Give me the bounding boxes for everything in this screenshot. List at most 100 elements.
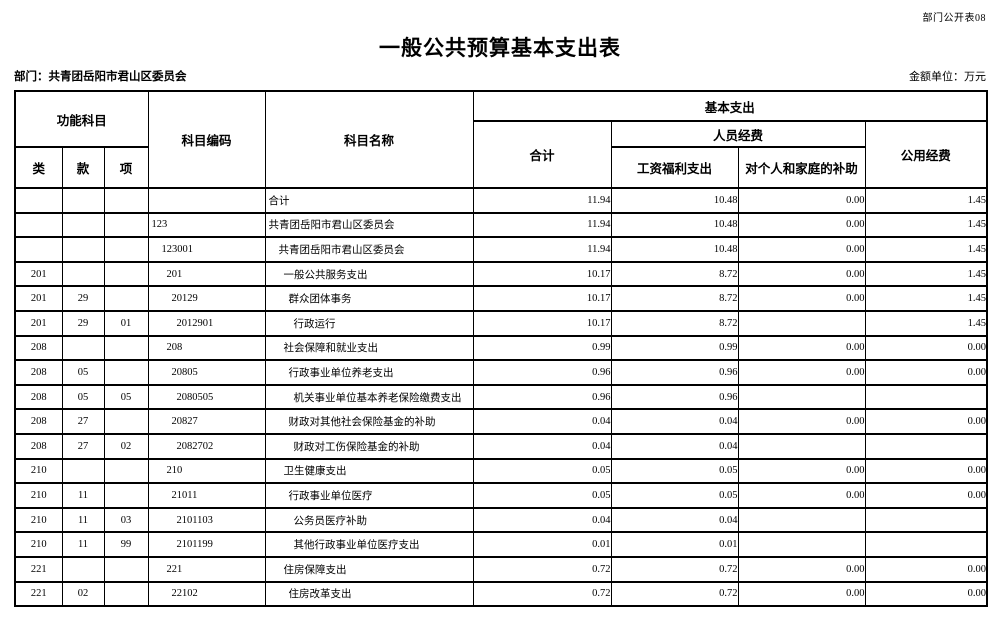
cell-class: 210 [14,531,63,558]
cell-section: 11 [61,482,105,509]
header-functional-subject: 功能科目 [14,90,149,148]
cell-salary: 0.05 [610,457,739,485]
cell-item: 02 [103,432,149,460]
cell-public-expense: 0.00 [864,408,988,435]
cell-code: 210 [147,457,266,485]
cell-name: 一般公共服务支出 [264,260,474,288]
cell-total: 10.17 [472,285,612,312]
table-row: 208 27 20827 财政对其他社会保险基金的补助 0.04 0.04 0.00 0.00 [14,408,988,435]
cell-class: 201 [14,309,63,337]
cell-public-expense: 1.45 [864,260,988,288]
cell-code: 2101103 [147,506,266,534]
table-row: 208 05 05 2080505 机关事业单位基本养老保险缴费支出 0.96 0.96 [14,383,988,411]
cell-section: 27 [61,432,105,460]
cell-class [14,211,63,239]
cell-name: 卫生健康支出 [264,457,474,485]
cell-item [103,187,149,214]
cell-class: 208 [14,432,63,460]
cell-public-expense: 1.45 [864,236,988,263]
cell-public-expense: 0.00 [864,555,988,583]
cell-public-expense: 0.00 [864,334,988,362]
cell-item [103,457,149,485]
cell-section: 05 [61,383,105,411]
table-header: 功能科目 科目编码 科目名称 基本支出 合计 人员经费 公用经费 类 款 项 工… [14,90,988,189]
cell-class: 210 [14,482,63,509]
cell-total: 10.17 [472,260,612,288]
cell-family-subsidy [737,383,866,411]
cell-family-subsidy [737,432,866,460]
table-row: 123001 共青团岳阳市君山区委员会 11.94 10.48 0.00 1.45 [14,236,988,263]
cell-item [103,211,149,239]
cell-class: 221 [14,580,63,608]
cell-class: 208 [14,383,63,411]
table-body: 合计 11.94 10.48 0.00 1.45 123 共青团岳阳市君山区委员会 11.94… [14,187,988,608]
cell-item [103,482,149,509]
header-family-subsidy: 对个人和家庭的补助 [737,146,866,189]
table-row: 201 201 一般公共服务支出 10.17 8.72 0.00 1.45 [14,260,988,288]
cell-class: 210 [14,457,63,485]
cell-code: 20827 [147,408,266,435]
cell-item: 01 [103,309,149,337]
cell-code: 20805 [147,359,266,386]
cell-family-subsidy [737,531,866,558]
cell-class: 208 [14,334,63,362]
cell-public-expense: 1.45 [864,211,988,239]
cell-family-subsidy: 0.00 [737,236,866,263]
table-row: 201 29 20129 群众团体事务 10.17 8.72 0.00 1.45 [14,285,988,312]
cell-name: 机关事业单位基本养老保险缴费支出 [264,383,474,411]
cell-item [103,408,149,435]
cell-section [61,334,105,362]
cell-family-subsidy: 0.00 [737,260,866,288]
table-row: 221 02 22102 住房改革支出 0.72 0.72 0.00 0.00 [14,580,988,608]
cell-code: 123 [147,211,266,239]
cell-name: 共青团岳阳市君山区委员会 [264,211,474,239]
cell-salary: 0.96 [610,359,739,386]
cell-item [103,580,149,608]
cell-total: 0.96 [472,383,612,411]
cell-section [61,457,105,485]
table-row: 210 11 99 2101199 其他行政事业单位医疗支出 0.01 0.01 [14,531,988,558]
cell-class [14,236,63,263]
cell-salary: 8.72 [610,260,739,288]
cell-family-subsidy [737,506,866,534]
cell-total: 0.04 [472,432,612,460]
cell-code: 208 [147,334,266,362]
cell-salary: 0.01 [610,531,739,558]
cell-public-expense: 1.45 [864,187,988,214]
cell-item [103,359,149,386]
cell-item [103,260,149,288]
cell-class: 210 [14,506,63,534]
header-subject-name: 科目名称 [264,90,474,189]
cell-family-subsidy: 0.00 [737,457,866,485]
cell-class: 221 [14,555,63,583]
cell-family-subsidy: 0.00 [737,359,866,386]
table-row: 123 共青团岳阳市君山区委员会 11.94 10.48 0.00 1.45 [14,211,988,239]
cell-class: 201 [14,260,63,288]
cell-code [147,187,266,214]
cell-section: 11 [61,531,105,558]
cell-name: 财政对工伤保险基金的补助 [264,432,474,460]
cell-salary: 0.04 [610,432,739,460]
cell-class: 208 [14,408,63,435]
cell-salary: 0.04 [610,408,739,435]
meta-row: 部门：共青团岳阳市君山区委员会 金额单位：万元 [14,68,986,84]
cell-total: 0.96 [472,359,612,386]
cell-total: 0.01 [472,531,612,558]
cell-code: 2101199 [147,531,266,558]
page-title: 一般公共预算基本支出表 [379,36,621,60]
cell-total: 11.94 [472,236,612,263]
cell-total: 10.17 [472,309,612,337]
cell-name: 行政事业单位医疗 [264,482,474,509]
table-row: 210 11 21011 行政事业单位医疗 0.05 0.05 0.00 0.00 [14,482,988,509]
cell-total: 0.72 [472,580,612,608]
cell-family-subsidy: 0.00 [737,187,866,214]
header-salary-welfare: 工资福利支出 [610,146,739,189]
cell-name: 社会保障和就业支出 [264,334,474,362]
cell-family-subsidy: 0.00 [737,285,866,312]
cell-code: 2080505 [147,383,266,411]
cell-code: 221 [147,555,266,583]
cell-salary: 10.48 [610,187,739,214]
table-row: 210 210 卫生健康支出 0.05 0.05 0.00 0.00 [14,457,988,485]
cell-item [103,285,149,312]
